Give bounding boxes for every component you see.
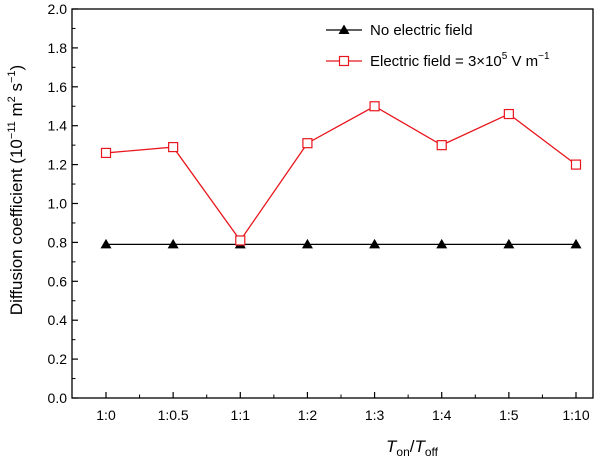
y-tick-label: 2.0 bbox=[48, 1, 68, 17]
legend-label-no-field: No electric field bbox=[370, 22, 473, 39]
legend: No electric field Electric field = 3×105… bbox=[326, 22, 550, 70]
x-axis: 1:0 1:0.5 1:1 1:2 1:3 1:4 1:5 1:10 bbox=[96, 392, 590, 423]
data-point-square bbox=[503, 108, 514, 120]
data-point-triangle bbox=[570, 238, 582, 249]
y-tick-label: 0.6 bbox=[48, 273, 68, 289]
series-layer bbox=[100, 101, 582, 249]
data-point-square bbox=[100, 147, 112, 159]
y-tick-label: 1.0 bbox=[48, 196, 68, 212]
x-tick-label: 1:5 bbox=[499, 407, 519, 423]
legend-label-electric-field: Electric field = 3×105 V m−1 bbox=[370, 51, 550, 70]
data-point-square bbox=[570, 159, 582, 170]
x-tick-label: 1:0 bbox=[96, 407, 116, 423]
y-tick-label: 1.2 bbox=[48, 157, 68, 173]
x-tick-label: 1:4 bbox=[432, 407, 452, 423]
data-point-triangle bbox=[369, 238, 381, 249]
x-axis-title: Ton/Toff bbox=[386, 437, 439, 459]
series-line-1 bbox=[105, 105, 577, 242]
data-point-square bbox=[235, 235, 246, 246]
x-tick-label: 1:1 bbox=[231, 407, 251, 423]
data-point-square bbox=[369, 101, 380, 112]
y-axis: 0.0 0.2 0.4 0.6 0.8 1.0 1.2 1.4 1.6 1.8 2.0 bbox=[48, 1, 78, 406]
legend-marker-square bbox=[338, 55, 350, 67]
y-axis-title: Diffusion coefficient (10−11 m2 s−1) bbox=[6, 65, 26, 315]
y-tick-label: 1.8 bbox=[48, 40, 68, 56]
x-tick-label: 1:0.5 bbox=[158, 407, 189, 423]
y-tick-label: 0.4 bbox=[48, 312, 68, 328]
y-tick-label: 1.4 bbox=[48, 118, 68, 134]
y-tick-label: 0.2 bbox=[48, 351, 68, 367]
legend-marker-triangle bbox=[338, 24, 350, 34]
data-point-triangle bbox=[301, 238, 313, 249]
y-tick-label: 0.8 bbox=[48, 234, 68, 250]
data-point-square bbox=[302, 138, 313, 149]
data-point-square bbox=[436, 140, 447, 151]
x-tick-label: 1:3 bbox=[365, 407, 385, 423]
data-point-triangle bbox=[503, 238, 515, 249]
x-tick-label: 1:10 bbox=[562, 407, 589, 423]
data-point-triangle bbox=[436, 238, 448, 249]
data-point-triangle bbox=[167, 238, 179, 249]
y-tick-label: 1.6 bbox=[48, 79, 68, 95]
y-tick-label: 0.0 bbox=[48, 390, 68, 406]
data-point-triangle bbox=[100, 238, 112, 249]
data-point-square bbox=[168, 141, 179, 153]
x-tick-label: 1:2 bbox=[298, 407, 318, 423]
